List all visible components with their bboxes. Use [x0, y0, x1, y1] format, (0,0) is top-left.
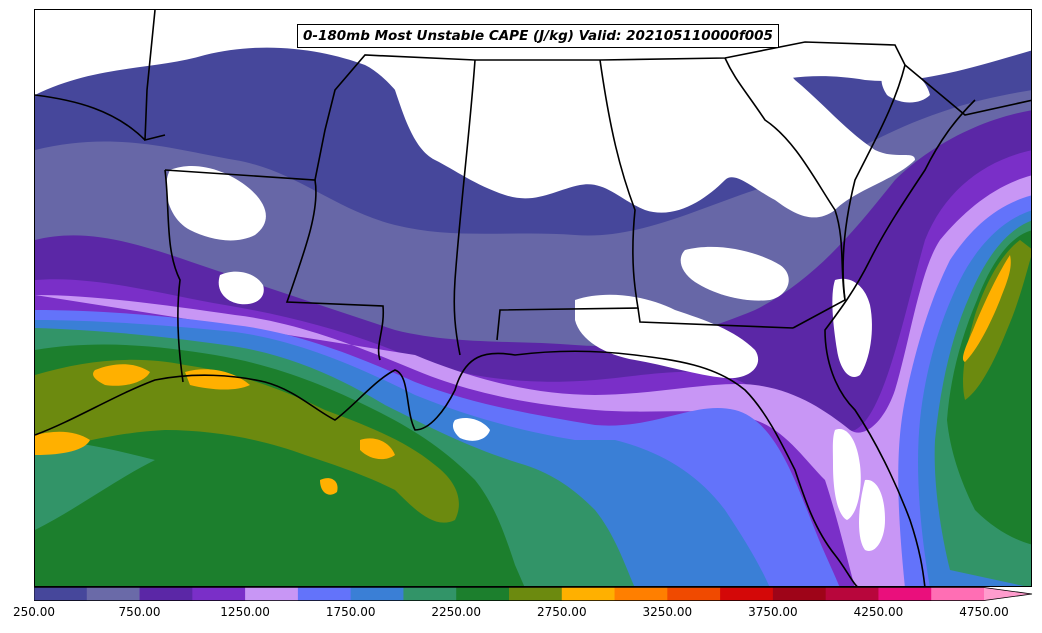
cape-band-2750-b: [93, 364, 150, 386]
white-region-gulf: [452, 418, 490, 441]
colorbar-tick-label: 250.00: [13, 605, 55, 619]
colorbar-segment: [34, 587, 88, 601]
low-cape-areas: [166, 38, 930, 551]
colorbar-tick-label: 1750.00: [325, 605, 376, 619]
colorbar-outline: [34, 587, 1033, 601]
cape-band-2750: [35, 431, 90, 455]
colorbar-segment: [931, 587, 985, 601]
cape-band-2750-e: [320, 478, 338, 495]
state-line-6: [453, 59, 476, 356]
state-line-1: [144, 10, 166, 142]
cape-band-2500-east: [963, 240, 1031, 400]
state-line-2: [35, 94, 146, 141]
state-line-7: [496, 59, 639, 341]
cape-band-2500: [35, 359, 459, 523]
colorbar-segment: [878, 587, 932, 601]
cape-map: [35, 10, 1031, 586]
colorbar-segment: [720, 587, 774, 601]
colorbar-segment: [192, 587, 246, 601]
colorbar-segment: [245, 587, 299, 601]
colorbar-segment: [350, 587, 404, 601]
colorbar-tick-label: 750.00: [118, 605, 161, 619]
colorbar-tick-label: 2250.00: [431, 605, 482, 619]
colorbar-segment: [139, 587, 193, 601]
white-region-fl: [832, 429, 861, 520]
state-line-10: [842, 64, 906, 301]
colorbar-tick-label: 2750.00: [536, 605, 587, 619]
colorbar-tick-label: 4250.00: [853, 605, 904, 619]
white-region-ar: [218, 271, 264, 305]
colorbar-tick-label: 3750.00: [748, 605, 798, 619]
white-region-nc: [881, 68, 930, 103]
colorbar: [34, 587, 1033, 601]
coastline-gulf: [35, 350, 858, 586]
coastline-atlantic: [824, 99, 976, 586]
state-line-8: [637, 307, 794, 329]
colorbar-tick-label: 4750.00: [959, 605, 1009, 619]
colorbar-segment: [86, 587, 141, 601]
map-panel: 0-180mb Most Unstable CAPE (J/kg) Valid:…: [34, 9, 1032, 587]
colorbar-tick-label: 1250.00: [220, 605, 270, 619]
colorbar-extend-arrow: [984, 587, 1032, 601]
white-region-north: [335, 38, 915, 218]
colorbar-segment: [403, 587, 457, 601]
colorbar-segment: [509, 587, 563, 601]
colorbar-segment: [456, 587, 510, 601]
white-region-fl-south: [859, 479, 885, 551]
colorbar-segment: [297, 587, 352, 601]
state-line-4: [164, 169, 184, 383]
white-region-ms: [166, 165, 266, 241]
white-region-al: [680, 246, 789, 301]
map-title: 0-180mb Most Unstable CAPE (J/kg) Valid:…: [297, 24, 779, 48]
colorbar-segment: [772, 587, 827, 601]
cape-band-2750-east: [962, 255, 1011, 362]
cape-band-2750-d: [360, 438, 395, 460]
colorbar-segment: [667, 587, 721, 601]
cape-band-2750-c: [185, 369, 250, 390]
colorbar-segment: [561, 587, 616, 601]
state-line-9: [724, 57, 846, 329]
colorbar-segment: [614, 587, 668, 601]
boundaries: [35, 10, 1031, 586]
colorbar-tick-label: 3250.00: [642, 605, 693, 619]
cape-field: [35, 47, 1031, 586]
colorbar-segment: [825, 587, 879, 601]
state-line-5: [285, 179, 385, 361]
white-region-sc: [832, 278, 872, 378]
white-region-ga: [575, 294, 759, 379]
